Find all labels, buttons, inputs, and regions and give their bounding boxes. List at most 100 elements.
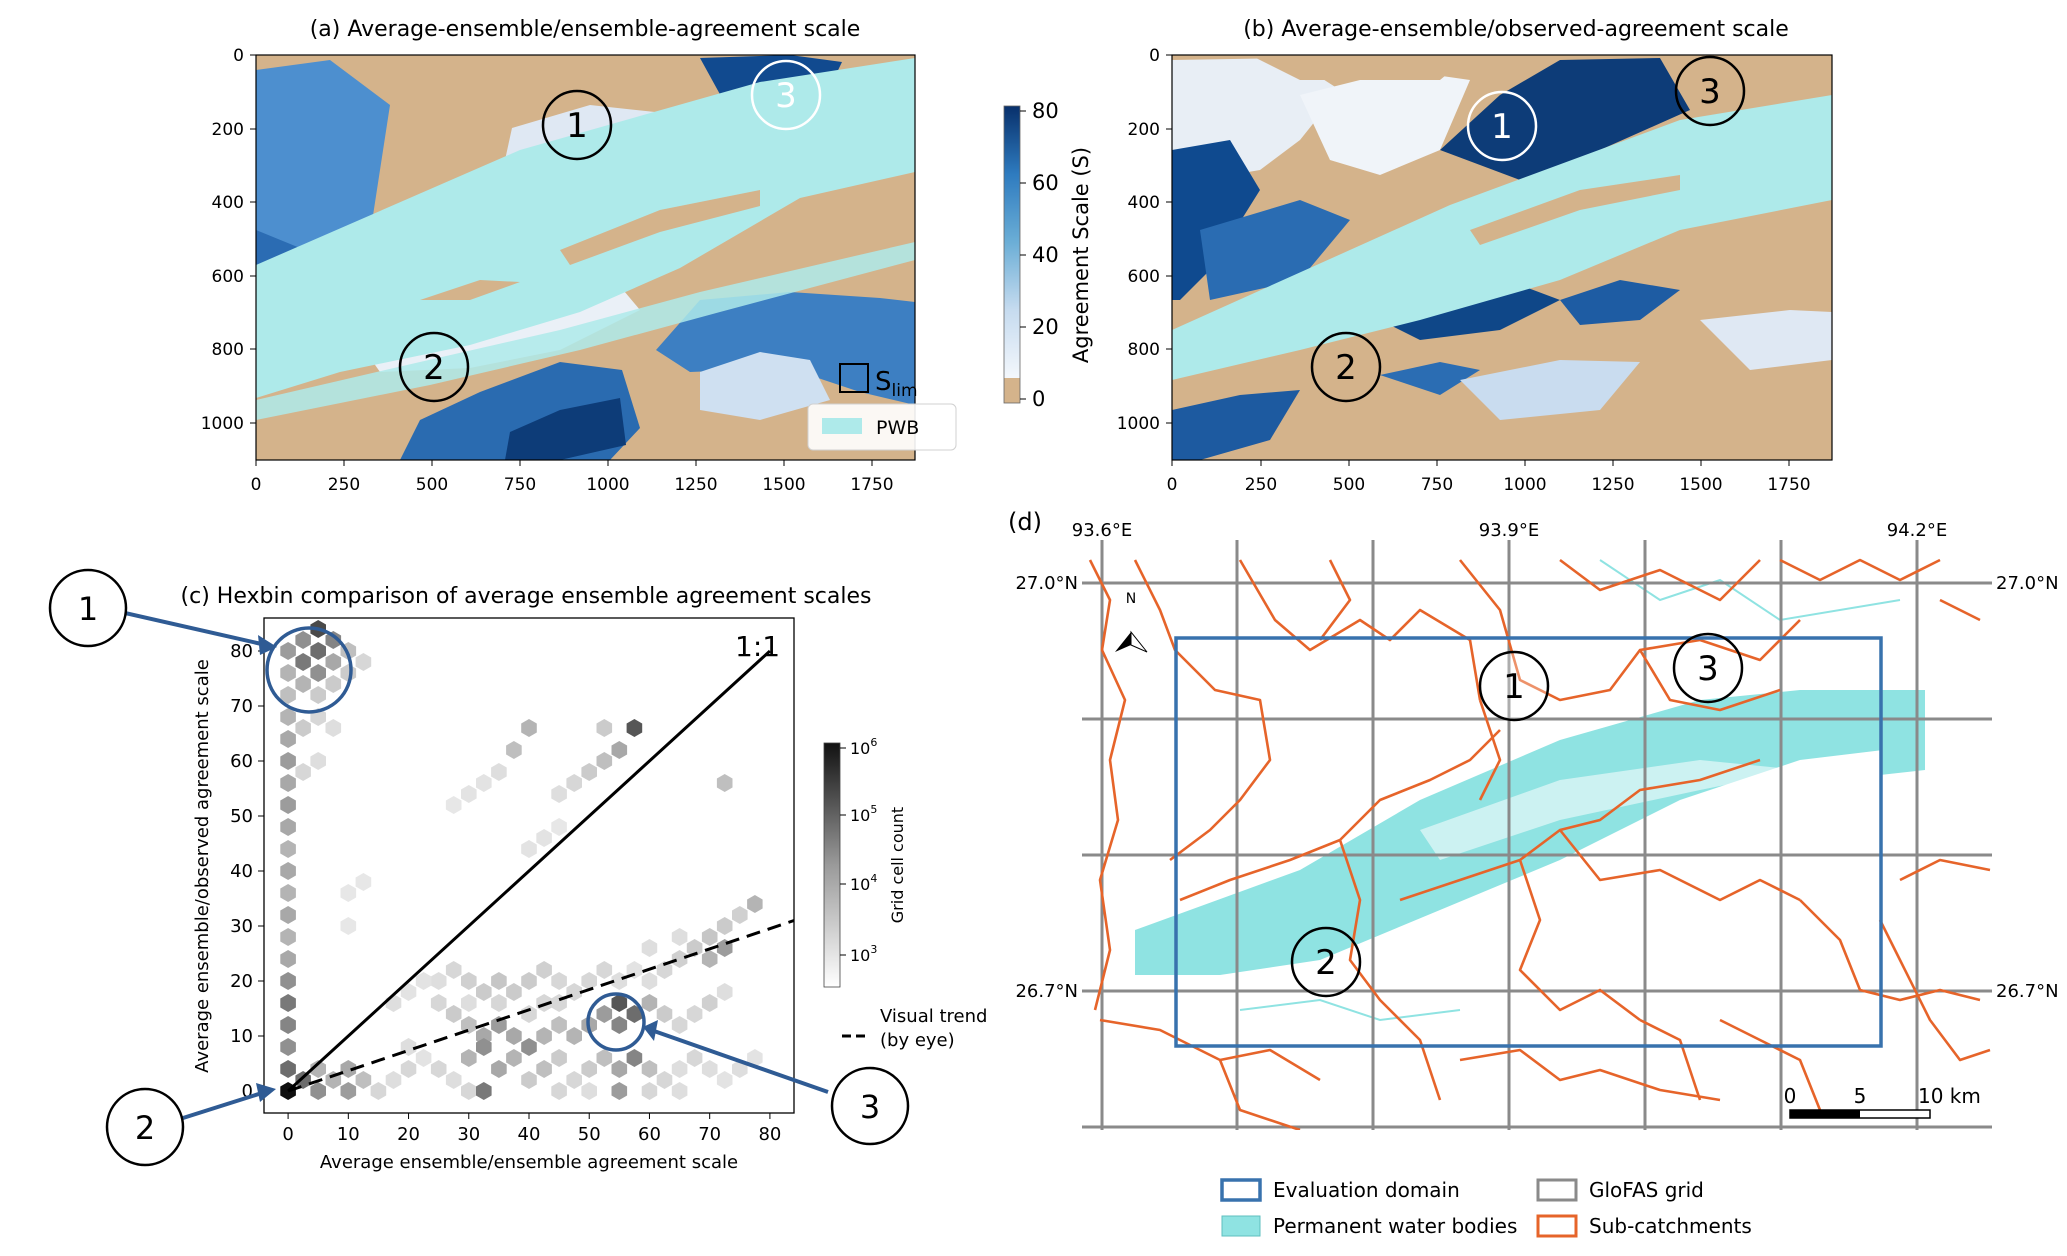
- scale-label: 5: [1854, 1084, 1867, 1108]
- hexbin-cell: [461, 972, 477, 990]
- panel-c-ticks: 0 0 10 10 20 20 30 30 40 40 50 50 60 60 70 70 80 80: [230, 641, 781, 1145]
- trend-legend: Visual trend (by eye): [842, 1006, 987, 1051]
- hexbin-cell: [461, 1049, 477, 1067]
- hexbin-cell: [611, 1082, 628, 1100]
- y-tick-label: 800: [212, 340, 244, 360]
- hexbin-cell: [310, 664, 326, 682]
- x-tick-label: 1500: [762, 475, 805, 495]
- hexbin-cell: [280, 1038, 296, 1056]
- hexbin-cell: [280, 818, 296, 836]
- scale-label: 0: [1784, 1084, 1797, 1108]
- trend-line: [287, 919, 795, 1093]
- legend-label: PWB: [876, 417, 919, 439]
- scale-label: 10 km: [1918, 1084, 1981, 1108]
- hexbin-cell: [340, 1082, 357, 1100]
- callout-ring: [265, 626, 353, 714]
- hexbin-cell: [325, 675, 342, 693]
- hexbin-cell: [551, 818, 567, 836]
- panel-d: (d): [1008, 508, 2059, 1238]
- x-tick-label: 1500: [1679, 475, 1722, 495]
- hexbin-cell: [430, 1060, 447, 1078]
- colorbar-ramp: [1004, 106, 1020, 378]
- x-tick-label: 0: [251, 475, 262, 495]
- colorbar-ramp: [823, 742, 841, 988]
- hexbin-cell: [295, 631, 311, 649]
- hexbin-cell: [355, 653, 372, 671]
- north-arrow: N: [1115, 591, 1148, 653]
- marker-circle: [1290, 926, 1362, 998]
- hexbin-cell: [536, 829, 552, 847]
- hexbin-cell: [732, 906, 748, 924]
- land-patch: [1250, 55, 1470, 80]
- marker-circle: [1674, 55, 1746, 127]
- pwb-river: [256, 58, 915, 398]
- y-tick-label: 0: [1149, 46, 1160, 66]
- hexbin-cell: [701, 950, 718, 968]
- hexbin-colorbar: 106 105 104 103 Grid cell count: [823, 736, 907, 988]
- x-tick-label: 10: [337, 1124, 360, 1145]
- light-patch: [700, 352, 830, 420]
- hexbin-cell: [506, 983, 522, 1001]
- cbar-tick: 104: [850, 872, 877, 894]
- hexbin-cell: [581, 972, 597, 990]
- light-patch: [1700, 310, 1832, 370]
- x-tick-label: 1750: [850, 475, 893, 495]
- hexbin-cell: [280, 884, 296, 902]
- hexbin-cell: [641, 994, 658, 1012]
- x-tick-label: 250: [328, 475, 360, 495]
- hexbin-cell: [716, 774, 733, 792]
- callout-circle: [830, 1066, 910, 1146]
- river-island: [420, 280, 520, 300]
- callout-label: 2: [135, 1109, 155, 1147]
- blue-patch: [1380, 362, 1480, 395]
- panel-d-label: (d): [1008, 508, 1042, 536]
- hexbin-cell: [506, 1049, 522, 1067]
- hexbin-cell: [280, 708, 296, 726]
- x-tick-label: 750: [1421, 475, 1453, 495]
- legend-label: Sub-catchments: [1589, 1214, 1752, 1238]
- hexbin-cell: [581, 763, 597, 781]
- hexbin-cell: [295, 653, 311, 671]
- x-tick-label: 70: [698, 1124, 721, 1145]
- hexbin-cell: [310, 642, 326, 660]
- hexbin-cell: [747, 1049, 763, 1067]
- panel-a-markers: 1 2 3: [398, 59, 822, 403]
- hexbin-cell: [536, 1060, 552, 1078]
- panel-b: (b) Average-ensemble/observed-agreement …: [1117, 17, 1833, 495]
- hexbin-cell: [295, 719, 311, 737]
- agreement-colorbar: 80 60 40 20 0 Agreement Scale (S): [1003, 99, 1093, 411]
- hexbin-cell: [325, 653, 342, 671]
- panel-a-xticks: 0 250 500 750 1000 1250 1500 1750: [251, 460, 894, 495]
- hexbin-cell: [280, 686, 296, 704]
- x-tick-label: 0: [282, 1124, 293, 1145]
- pwb-channel: [256, 242, 915, 420]
- cbar-label: Agreement Scale (S): [1069, 147, 1093, 363]
- hexbin-cell: [521, 1071, 537, 1089]
- cbar-label: Grid cell count: [888, 807, 907, 923]
- panel-d-legend: Evaluation domain GloFAS grid Permanent …: [1220, 1178, 1752, 1238]
- hexbin-cell: [611, 741, 628, 759]
- legend-label: Permanent water bodies: [1273, 1214, 1517, 1238]
- hexbin-cell: [611, 1016, 628, 1034]
- y-tick-label: 1000: [1117, 414, 1160, 434]
- river-island: [560, 190, 760, 265]
- lon-label: 93.6°E: [1072, 520, 1132, 541]
- hexbin-cell: [491, 763, 507, 781]
- y-tick-label: 0: [242, 1081, 253, 1102]
- hexbin-cell: [280, 950, 296, 968]
- hexbin-cell: [445, 796, 462, 814]
- panel-c: (c) Hexbin comparison of average ensembl…: [48, 568, 987, 1173]
- hexbin-cell: [566, 774, 582, 792]
- legend-label: Evaluation domain: [1273, 1178, 1460, 1202]
- hexbin-cell: [536, 961, 552, 979]
- legend-swatch-catchment: [1536, 1214, 1578, 1238]
- hexbin-cell: [280, 928, 296, 946]
- marker-circle: [1672, 632, 1744, 704]
- cbar-tick: 0: [1032, 387, 1045, 411]
- x-axis-label: Average ensemble/ensemble agreement scal…: [320, 1152, 738, 1173]
- lon-label: 93.9°E: [1479, 520, 1539, 541]
- x-tick-label: 750: [504, 475, 536, 495]
- hexbin-cell: [476, 1038, 492, 1056]
- hexbin-cell: [596, 961, 613, 979]
- marker-circle: [1478, 650, 1550, 722]
